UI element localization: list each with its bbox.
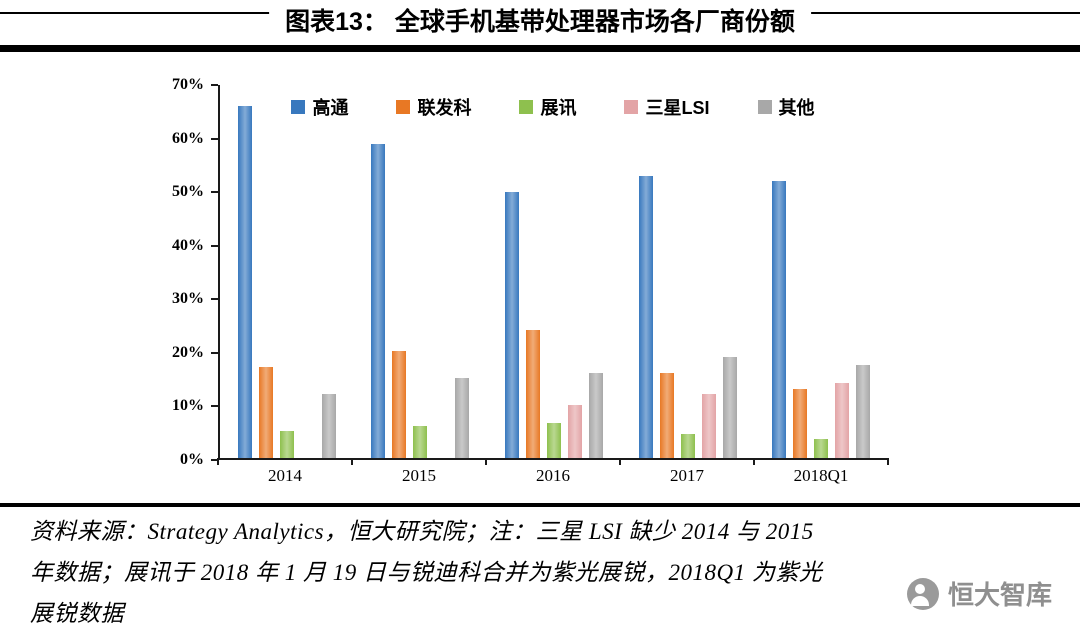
legend-swatch-icon	[624, 100, 639, 114]
x-axis-label: 2015	[402, 466, 436, 485]
bar-qualcomm-2018Q1	[772, 180, 787, 458]
bar-spreadtrum-2017	[680, 434, 695, 458]
x-axis-tick-mark	[887, 458, 889, 465]
y-axis-label: 0%	[180, 451, 204, 468]
legend-item-samsung-lsi: 三星LSI	[624, 94, 710, 120]
x-axis-label: 2016	[536, 466, 570, 485]
x-axis-tick-mark	[753, 458, 755, 465]
bar-spreadtrum-2014	[279, 431, 294, 458]
bar-mediatek-2014	[258, 367, 273, 458]
bar-spreadtrum-2016	[546, 423, 561, 458]
y-axis-label: 30%	[172, 290, 204, 308]
y-axis-labels: 70% 60% 50% 40% 30% 20% 10% 0%	[130, 76, 210, 468]
bar-mediatek-2016	[525, 330, 540, 458]
legend-label: 其他	[778, 98, 815, 118]
bar-samsung-lsi-2016	[567, 404, 582, 458]
x-axis-label: 2014	[268, 466, 302, 485]
y-axis-label: 40%	[172, 236, 204, 254]
x-axis-label: 2017	[670, 466, 704, 485]
y-axis-tick-mark	[211, 244, 218, 247]
x-axis-ticks	[217, 458, 889, 465]
source-note: 资料来源：Strategy Analytics，恒大研究院；注：三星 LSI 缺…	[30, 511, 1060, 634]
bar-groups	[220, 85, 888, 458]
y-axis-tick-mark	[211, 137, 218, 140]
y-axis-tick-mark	[211, 405, 218, 408]
bar-chart: 70% 60% 50% 40% 30% 20% 10% 0% 高通 联发科 展讯 三星LSI 其他 2…	[0, 52, 1080, 502]
legend-item-mediatek: 联发科	[396, 94, 471, 120]
bar-group-2015	[354, 85, 488, 458]
bar-qualcomm-2014	[237, 106, 252, 458]
bar-spreadtrum-2015	[413, 426, 428, 458]
plot-area	[218, 85, 888, 460]
y-axis-ticks	[211, 84, 218, 461]
source-note-line: 年数据；展讯于 2018 年 1 月 19 日与锐迪科合并为紫光展锐，2018Q…	[30, 560, 823, 585]
bar-mediatek-2017	[659, 372, 674, 458]
legend-swatch-icon	[519, 100, 534, 114]
bar-others-2014	[321, 394, 336, 458]
x-axis-tick-mark	[485, 458, 487, 465]
legend-label: 联发科	[417, 98, 472, 118]
y-axis-label: 20%	[172, 343, 204, 361]
x-axis-tick-mark	[217, 458, 219, 465]
y-axis-tick-mark	[211, 298, 218, 301]
bar-samsung-lsi-2018Q1	[835, 383, 850, 458]
legend-label: 展讯	[540, 98, 577, 118]
legend-item-others: 其他	[757, 94, 815, 120]
y-axis-label: 70%	[172, 76, 204, 93]
bar-group-2017	[621, 85, 755, 458]
y-axis-tick-mark	[211, 84, 218, 86]
legend-item-spreadtrum: 展讯	[519, 94, 576, 120]
x-axis-label: 2018Q1	[793, 466, 849, 485]
bar-others-2018Q1	[856, 364, 871, 458]
bar-qualcomm-2016	[504, 191, 519, 458]
bar-group-2018Q1	[754, 85, 888, 458]
y-axis-label: 60%	[172, 129, 204, 147]
bar-spreadtrum-2018Q1	[814, 439, 829, 458]
watermark-label: 恒大智库	[947, 580, 1052, 610]
bar-mediatek-2018Q1	[793, 388, 808, 458]
legend-item-qualcomm: 高通	[291, 94, 348, 120]
x-axis-tick-mark	[619, 458, 621, 465]
bar-samsung-lsi-2017	[701, 394, 716, 458]
y-axis-label: 10%	[172, 397, 204, 415]
bar-qualcomm-2017	[638, 175, 653, 458]
bar-group-2014	[220, 85, 354, 458]
legend-swatch-icon	[396, 100, 411, 114]
y-axis-tick-mark	[211, 191, 218, 194]
x-axis-labels: 2014 2015 2016 2017 2018Q1	[218, 466, 888, 486]
chart-legend: 高通 联发科 展讯 三星LSI 其他	[218, 94, 888, 120]
legend-swatch-icon	[757, 100, 772, 114]
bar-others-2017	[722, 356, 737, 458]
watermark: 恒大智库	[906, 575, 1052, 612]
source-note-line: 展锐数据	[30, 601, 124, 626]
bar-others-2015	[455, 378, 470, 458]
x-axis-tick-mark	[351, 458, 353, 465]
source-note-line: 资料来源：Strategy Analytics，恒大研究院；注：三星 LSI 缺…	[30, 519, 814, 544]
bar-mediatek-2015	[392, 351, 407, 458]
bar-qualcomm-2015	[371, 143, 386, 458]
legend-swatch-icon	[291, 100, 306, 114]
legend-label: 三星LSI	[645, 98, 710, 118]
y-axis-label: 50%	[172, 183, 204, 201]
bar-others-2016	[588, 372, 603, 458]
bar-group-2016	[487, 85, 621, 458]
y-axis-tick-mark	[211, 351, 218, 354]
y-axis-tick-mark	[211, 459, 218, 461]
page-title: 图表13： 全球手机基带处理器市场各厂商份额	[269, 2, 811, 42]
footer-divider-bar	[0, 503, 1080, 507]
hengda-logo-icon	[906, 577, 939, 610]
legend-label: 高通	[312, 98, 349, 118]
title-divider-bar	[0, 45, 1080, 52]
